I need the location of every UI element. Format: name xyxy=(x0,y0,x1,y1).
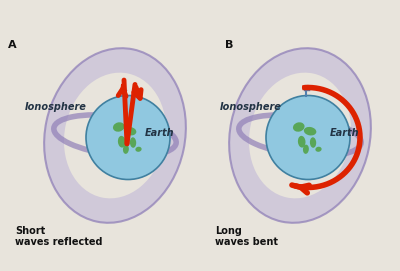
Ellipse shape xyxy=(124,127,136,136)
Ellipse shape xyxy=(303,145,309,154)
Text: Earth: Earth xyxy=(330,127,360,137)
Ellipse shape xyxy=(310,137,316,148)
Text: Earth: Earth xyxy=(145,127,175,137)
Ellipse shape xyxy=(44,48,186,223)
Text: Ionosphere: Ionosphere xyxy=(220,102,282,112)
Ellipse shape xyxy=(135,147,142,152)
Ellipse shape xyxy=(315,147,322,152)
Text: Long
waves bent: Long waves bent xyxy=(215,225,278,247)
Circle shape xyxy=(266,95,350,179)
Ellipse shape xyxy=(113,122,124,132)
Ellipse shape xyxy=(64,73,166,198)
Ellipse shape xyxy=(249,73,351,198)
Ellipse shape xyxy=(304,127,316,136)
Ellipse shape xyxy=(229,48,371,223)
Text: Short
waves reflected: Short waves reflected xyxy=(15,225,102,247)
Ellipse shape xyxy=(298,136,306,148)
Text: A: A xyxy=(8,40,17,50)
Text: B: B xyxy=(225,40,233,50)
Ellipse shape xyxy=(293,122,304,132)
Ellipse shape xyxy=(130,137,136,148)
Circle shape xyxy=(86,95,170,179)
Ellipse shape xyxy=(123,145,129,154)
Text: Ionosphere: Ionosphere xyxy=(25,102,87,112)
Ellipse shape xyxy=(118,136,126,148)
